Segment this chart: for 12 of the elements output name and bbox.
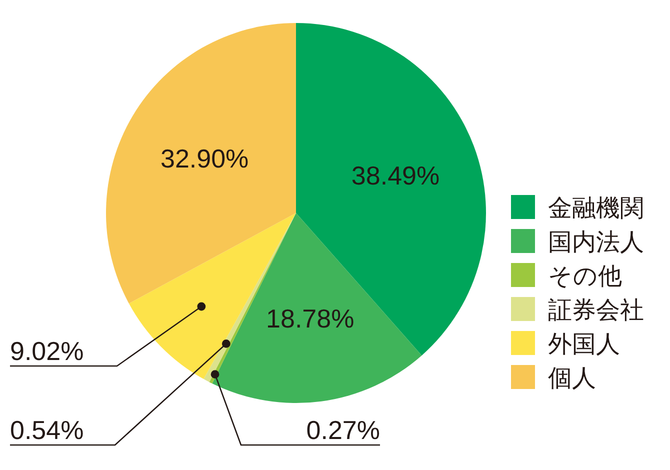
legend-label: 金融機関 [548,195,644,222]
data-label: 38.49% [351,160,440,190]
data-label: 18.78% [266,303,354,334]
legend-label: 個人 [548,365,596,392]
legend-label: 外国人 [548,331,620,358]
data-label: 32.90% [160,144,249,174]
legend-label: 証券会社 [548,297,644,324]
data-label: 0.54% [10,415,84,445]
data-label: 0.27% [306,415,380,445]
legend-label: その他 [548,263,622,290]
data-label: 9.02% [10,336,84,366]
legend-label: 国内法人 [548,229,644,256]
